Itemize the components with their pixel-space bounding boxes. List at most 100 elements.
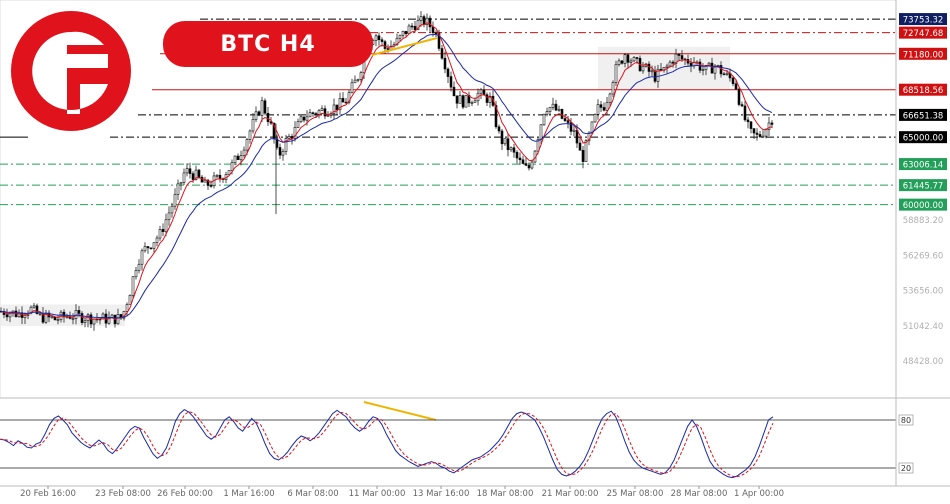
candle-body [266, 112, 270, 123]
candle-body [416, 20, 420, 31]
candle-body [110, 314, 114, 318]
candle-body [344, 101, 348, 104]
candle-body [731, 77, 735, 85]
candle-body [254, 111, 258, 120]
candle-body [494, 105, 498, 128]
candle-body [23, 315, 27, 318]
candle-body [290, 136, 294, 139]
candle-body [311, 112, 315, 114]
candle-body [608, 93, 612, 103]
candle-body [377, 35, 381, 41]
candle-body [374, 35, 378, 41]
price-tag [899, 13, 947, 26]
candle-body [173, 194, 177, 207]
candle-body [320, 108, 324, 111]
candle-body [530, 161, 534, 169]
candle-body [629, 60, 633, 63]
candle-body [227, 170, 231, 175]
candle-body [77, 310, 81, 314]
x-tick-label: 11 Mar 00:00 [349, 489, 406, 499]
candle-body [308, 112, 312, 118]
candle-body [398, 34, 402, 39]
candle-body [455, 95, 459, 104]
price-tag [899, 131, 947, 144]
candle-body [734, 83, 738, 90]
candle-body [551, 103, 555, 108]
candle-body [38, 312, 42, 315]
candle-body [197, 169, 201, 178]
candle-body [206, 179, 210, 186]
f-logo-icon [11, 11, 131, 131]
candle-body [671, 61, 675, 64]
candle-body [80, 313, 84, 323]
candle-body [284, 138, 288, 152]
candle-body [668, 61, 672, 67]
candle-body [554, 103, 558, 111]
candle-body [653, 70, 657, 82]
candle-body [200, 176, 204, 183]
candle-body [203, 179, 207, 183]
price-tag-label: 63006.14 [903, 161, 944, 171]
candle-body [536, 139, 540, 152]
candle-body [401, 30, 405, 36]
price-tag-label: 66651.38 [903, 111, 944, 121]
candle-body [635, 57, 639, 59]
candle-body [350, 82, 354, 93]
candle-body [485, 94, 489, 103]
candle-body [632, 57, 636, 62]
candle-body [488, 95, 492, 103]
candle-body [434, 32, 438, 35]
candle-body [767, 122, 771, 130]
candle-body [107, 316, 111, 324]
candle-body [647, 63, 651, 72]
candle-body [764, 129, 768, 137]
ma-fast-line [0, 22, 773, 320]
candle-body [524, 163, 528, 166]
candle-body [182, 172, 186, 183]
price-tag-label: 65000.00 [903, 134, 944, 144]
candle-body [605, 102, 609, 111]
candle-body [752, 128, 756, 134]
candle-body [581, 149, 585, 162]
candle-body [194, 169, 198, 180]
candle-body [665, 65, 669, 68]
candle-body [452, 86, 456, 97]
candle-body [596, 104, 600, 115]
candle-body [425, 17, 429, 26]
candle-body [155, 237, 159, 243]
oscillator-layer [0, 408, 896, 479]
candle-body [677, 53, 681, 56]
candle-body [278, 147, 282, 156]
candle-body [740, 104, 744, 107]
candles-layer [0, 11, 774, 331]
candle-body [407, 25, 411, 35]
candle-body [758, 134, 762, 137]
candle-body [557, 108, 561, 111]
candle-body [737, 88, 741, 105]
candle-body [260, 100, 264, 116]
price-tag-label: 73753.32 [903, 16, 944, 26]
candle-body [248, 130, 252, 140]
candle-body [314, 113, 318, 115]
candle-body [128, 295, 132, 305]
candle-body [578, 142, 582, 151]
candle-body [584, 140, 588, 162]
candle-body [116, 314, 120, 325]
candle-body [725, 72, 729, 75]
candle-body [161, 229, 165, 232]
candle-body [437, 32, 441, 49]
candle-body [131, 276, 135, 296]
candle-body [755, 132, 759, 135]
x-tick-label: 26 Feb 00:00 [157, 489, 213, 499]
candle-body [32, 305, 36, 308]
x-tick-label: 18 Mar 08:00 [477, 489, 534, 499]
x-tick-label: 1 Mar 16:00 [223, 489, 274, 499]
candle-body [419, 16, 423, 21]
candle-body [548, 107, 552, 112]
candle-body [137, 263, 141, 271]
candle-body [422, 16, 426, 26]
candle-body [449, 76, 453, 88]
candle-body [512, 147, 516, 153]
candle-body [503, 138, 507, 145]
